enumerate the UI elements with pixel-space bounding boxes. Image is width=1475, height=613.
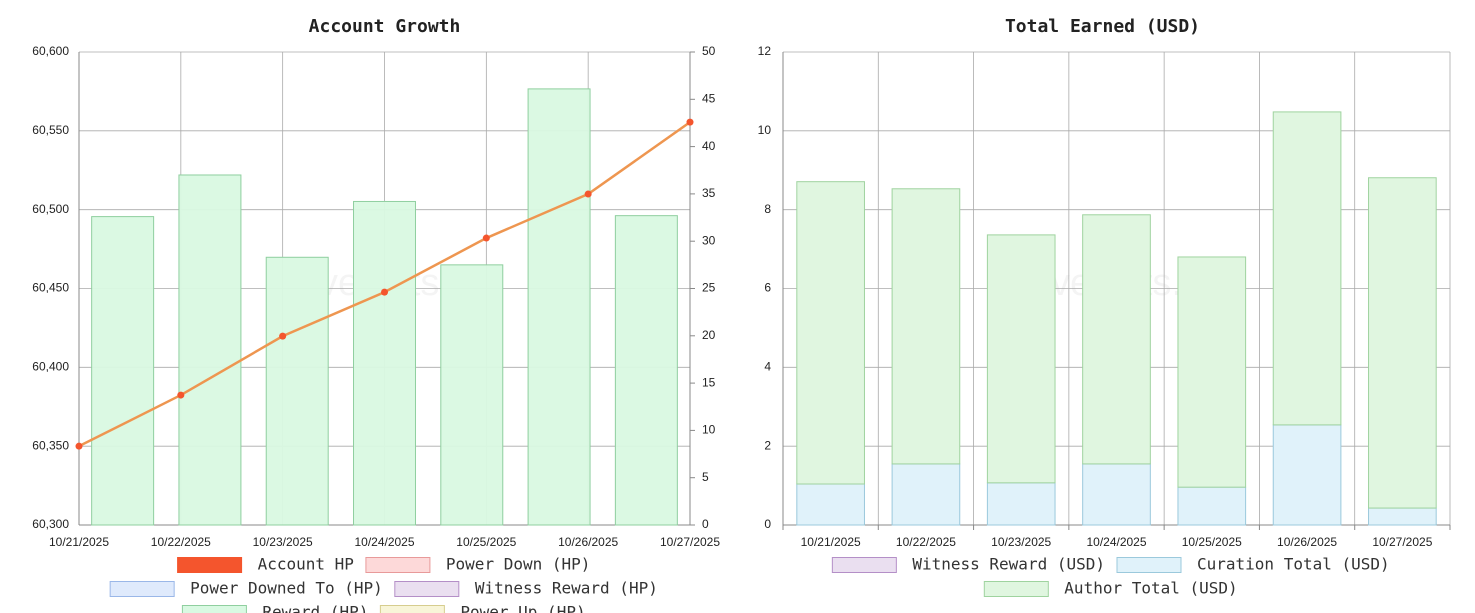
legend-swatch: [983, 581, 1049, 597]
bar-segment: [1177, 256, 1247, 488]
point: [686, 118, 694, 126]
x-tick-label: 10/23/2025: [991, 535, 1051, 549]
bar: [440, 264, 504, 526]
y2-tick-label: 0: [702, 517, 709, 531]
bar-segment: [1272, 424, 1342, 526]
y-tick-label: 6: [764, 281, 771, 295]
legend-label: Witness Reward (HP): [475, 579, 658, 598]
x-tick-label: 10/21/2025: [49, 535, 109, 549]
y2-tick-label: 35: [702, 186, 716, 200]
bar: [527, 88, 591, 526]
y2-tick-label: 15: [702, 375, 716, 389]
legend-label: Reward (HP): [262, 603, 368, 613]
x-tick-label: 10/27/2025: [660, 535, 720, 549]
bar-segment: [796, 181, 865, 485]
x-tick-label: 10/22/2025: [896, 535, 956, 549]
point: [177, 391, 185, 399]
y-tick-label: 60,300: [32, 517, 69, 531]
x-tick-label: 10/22/2025: [151, 535, 211, 549]
legend-label: Power Down (HP): [446, 555, 591, 574]
y-tick-label: 8: [764, 202, 771, 216]
chart-title: Total Earned (USD): [1005, 16, 1200, 37]
y2-tick-label: 30: [702, 233, 716, 247]
bar-segment: [796, 483, 865, 526]
y-tick-label: 2: [764, 438, 771, 452]
x-tick-label: 10/24/2025: [1086, 535, 1146, 549]
y2-tick-label: 45: [702, 91, 716, 105]
y2-tick-label: 5: [702, 470, 709, 484]
y-tick-label: 0: [764, 517, 771, 531]
legend-swatch: [1116, 557, 1182, 573]
legend-swatch: [365, 557, 431, 573]
legend-label: Witness Reward (USD): [912, 555, 1105, 574]
bar-segment: [1272, 111, 1342, 426]
legend-label: Author Total (USD): [1064, 579, 1237, 598]
y-tick-label: 60,450: [32, 281, 69, 295]
bar-segment: [1082, 214, 1151, 465]
bar-segment: [1177, 486, 1247, 526]
x-tick-label: 10/26/2025: [1277, 535, 1337, 549]
bar: [91, 216, 155, 526]
legend-label: Power Up (HP): [460, 603, 585, 613]
y-tick-label: 10: [758, 123, 772, 137]
x-tick-label: 10/23/2025: [253, 535, 313, 549]
bar-segment: [1082, 463, 1151, 526]
bar: [614, 215, 678, 526]
x-tick-label: 10/25/2025: [1182, 535, 1242, 549]
y2-tick-label: 10: [702, 423, 716, 437]
chart-title: Account Growth: [309, 16, 461, 37]
legend-swatch: [109, 581, 175, 597]
bar-segment: [1368, 177, 1437, 509]
legend-swatch: [177, 557, 243, 573]
point: [75, 442, 83, 450]
y-tick-label: 60,400: [32, 360, 69, 374]
bar-segment: [1368, 507, 1437, 526]
x-tick-label: 10/25/2025: [456, 535, 516, 549]
x-tick-label: 10/26/2025: [558, 535, 618, 549]
legend-label: Curation Total (USD): [1197, 555, 1390, 574]
x-tick-label: 10/24/2025: [354, 535, 414, 549]
y2-tick-label: 25: [702, 281, 716, 295]
y-tick-label: 60,500: [32, 202, 69, 216]
bar-segment: [891, 463, 961, 526]
y-tick-label: 4: [764, 360, 771, 374]
y2-tick-label: 50: [702, 44, 716, 58]
bar: [265, 256, 329, 526]
y2-tick-label: 40: [702, 139, 716, 153]
legend-swatch: [831, 557, 897, 573]
bar-segment: [986, 482, 1056, 526]
y-tick-label: 60,350: [32, 438, 69, 452]
legend-label: Power Downed To (HP): [190, 579, 383, 598]
legend-swatch: [181, 605, 247, 613]
point: [279, 332, 287, 340]
legend-label: Account HP: [258, 555, 354, 574]
bar-segment: [891, 188, 961, 465]
y-tick-label: 60,600: [32, 44, 69, 58]
legend-swatch: [379, 605, 445, 613]
y2-tick-label: 20: [702, 328, 716, 342]
bar-segment: [986, 234, 1056, 484]
bar: [353, 200, 416, 526]
point: [381, 288, 388, 296]
x-tick-label: 10/21/2025: [801, 535, 861, 549]
point: [584, 190, 592, 198]
x-tick-label: 10/27/2025: [1372, 535, 1432, 549]
bar: [178, 174, 242, 526]
y-tick-label: 12: [758, 44, 772, 58]
y-tick-label: 60,550: [32, 123, 69, 137]
legend-swatch: [394, 581, 460, 597]
point: [482, 234, 490, 242]
